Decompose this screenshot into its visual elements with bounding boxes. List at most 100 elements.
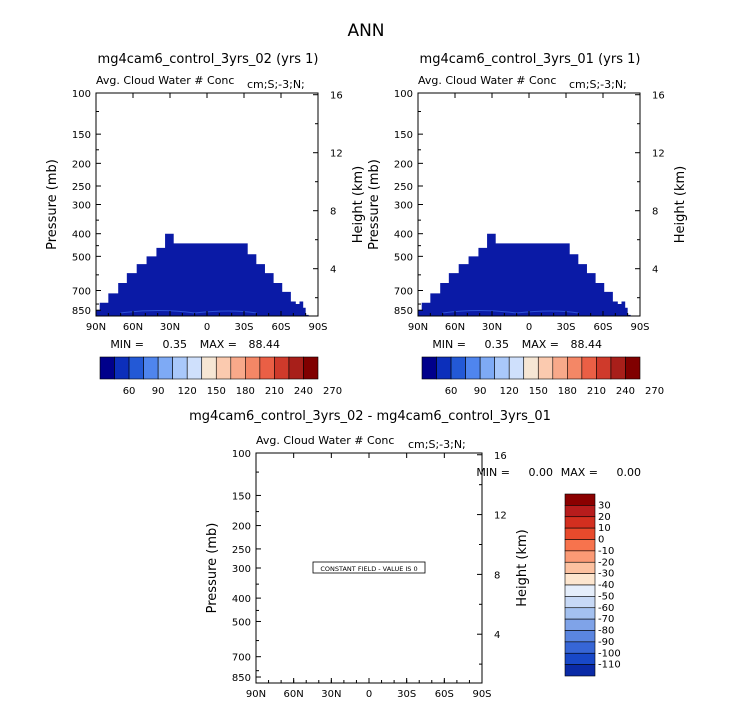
colorbar-label: 120	[178, 386, 197, 397]
colorbar-swatch	[564, 641, 596, 654]
min-value: 0.35	[163, 338, 188, 351]
colorbar-swatch	[537, 356, 554, 380]
colorbar-label: -80	[598, 626, 614, 637]
colorbar-label: 60	[445, 386, 458, 397]
y-tick-label: 250	[72, 182, 91, 193]
x-tick-label: 0	[204, 322, 210, 333]
page-title: ANN	[347, 21, 384, 41]
y-tick-label: 250	[394, 182, 413, 193]
colorbar-label: 240	[294, 386, 313, 397]
colorbar-swatch	[564, 561, 596, 574]
colorbar-label: 30	[598, 500, 611, 511]
constant-field-box	[312, 561, 426, 574]
y-tick-label: 250	[232, 545, 251, 556]
colorbar-swatch	[581, 356, 597, 380]
panel-title: mg4cam6_control_3yrs_02 - mg4cam6_contro…	[189, 409, 551, 424]
colorbar-swatch	[564, 493, 596, 506]
y-tick-label: 700	[394, 286, 413, 297]
colorbar-swatch	[215, 356, 232, 380]
colorbar-label: 60	[123, 386, 136, 397]
y-tick-label: 500	[232, 617, 251, 628]
y-tick-label: 500	[394, 252, 413, 263]
colorbar-swatch	[186, 356, 203, 380]
colorbar-swatch	[114, 356, 130, 380]
colorbar-label: -50	[598, 591, 614, 602]
y2-tick-label: 12	[652, 149, 665, 160]
colorbar-swatch	[479, 356, 495, 380]
x-tick-label: 90N	[86, 322, 106, 333]
x-tick-label: 60S	[271, 322, 290, 333]
constant-field-note: CONSTANT FIELD - VALUE IS 0	[320, 565, 417, 573]
colorbar-swatch	[564, 584, 596, 597]
colorbar-swatch	[421, 356, 437, 380]
min-value: 0.35	[485, 338, 510, 351]
x-tick-label: 90S	[308, 322, 327, 333]
y2-tick-label: 8	[652, 207, 658, 218]
y2-tick-label: 8	[330, 207, 336, 218]
colorbar-swatch	[523, 356, 539, 380]
y-tick-label: 200	[232, 522, 251, 533]
x-tick-label: 30S	[556, 322, 575, 333]
colorbar-label: 10	[598, 523, 611, 534]
x-tick-label: 90S	[630, 322, 649, 333]
colorbar-swatch	[552, 356, 568, 380]
panel-units: cm;S;-3;N;	[408, 438, 466, 451]
colorbar-label: -100	[598, 648, 621, 659]
min-value: 0.00	[529, 466, 554, 479]
colorbar-swatch	[508, 356, 525, 380]
max-value: 0.00	[617, 466, 642, 479]
y2-tick-label: 16	[652, 91, 665, 102]
panel-2: mg4cam6_control_3yrs_01 (yrs 1) Avg. Clou…	[367, 52, 688, 397]
colorbar-label: 90	[152, 386, 165, 397]
colorbar-swatch	[436, 356, 452, 380]
x-tick-label: 60N	[123, 322, 143, 333]
max-label: MAX =	[522, 338, 559, 351]
colorbar-swatch	[494, 356, 510, 380]
y2-tick-label: 12	[330, 149, 343, 160]
colorbar-swatch	[564, 664, 596, 677]
max-value: 88.44	[249, 338, 281, 351]
x-tick-label: 60S	[593, 322, 612, 333]
colorbar: 60 90 120 150 180 210 240 270	[421, 356, 664, 397]
colorbar-swatch	[564, 505, 596, 518]
x-tick-label: 0	[366, 689, 372, 700]
y2-tick-label: 8	[494, 570, 500, 581]
colorbar-swatch	[625, 356, 641, 380]
x-tick-label: 60S	[435, 689, 454, 700]
colorbar-swatch	[564, 516, 596, 529]
colorbar-swatch	[172, 356, 188, 380]
y2-tick-label: 4	[330, 265, 336, 276]
max-value: 88.44	[571, 338, 603, 351]
y-tick-label: 850	[232, 673, 251, 684]
colorbar-swatch	[596, 356, 612, 380]
min-label: MIN =	[432, 338, 466, 351]
colorbar-label: -70	[598, 614, 614, 625]
colorbar-label: -30	[598, 569, 614, 580]
y2-axis-label: Height (km)	[673, 166, 688, 243]
y-tick-label: 700	[232, 653, 251, 664]
colorbar-swatch	[564, 618, 596, 631]
colorbar-swatch	[564, 573, 596, 586]
y-tick-label: 100	[72, 89, 91, 100]
colorbar-swatch	[564, 550, 596, 563]
panel-subtitle: Avg. Cloud Water # Conc	[256, 434, 394, 447]
y-tick-label: 200	[72, 159, 91, 170]
y-tick-label: 850	[72, 306, 91, 317]
max-label: MAX =	[561, 466, 598, 479]
y2-axis-label: Height (km)	[515, 529, 530, 606]
colorbar-swatch	[303, 356, 319, 380]
y-tick-label: 400	[72, 230, 91, 241]
y-tick-label: 850	[394, 306, 413, 317]
colorbar-label: 180	[558, 386, 577, 397]
colorbar-swatch	[567, 356, 583, 380]
colorbar-swatch	[230, 356, 246, 380]
surface-contour	[120, 310, 257, 314]
max-label: MAX =	[200, 338, 237, 351]
x-tick-label: 0	[526, 322, 532, 333]
panels: mg4cam6_control_3yrs_02 (yrs 1) Avg. Clou…	[45, 52, 688, 700]
colorbar-swatch	[564, 539, 596, 552]
panel-units: cm;S;-3;N;	[247, 78, 305, 91]
colorbar-label: 20	[598, 512, 611, 523]
colorbar: 60 90 120 150 180 210 240 270	[99, 356, 342, 397]
